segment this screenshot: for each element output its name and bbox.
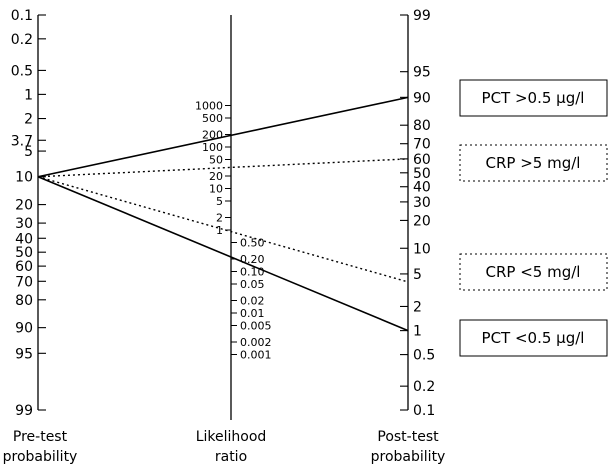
pretest-tick-label: 40 [15,231,33,247]
posttest-tick-label: 10 [413,241,431,257]
series-line-pct-0-5-g-l [37,175,409,332]
lr-tick-label: 2 [216,212,223,225]
lr-tick-label: 5 [216,195,223,208]
posttest-tick-label: 0.1 [413,403,435,419]
lr-tick-label: 50 [209,153,223,166]
posttest-tick-label: 99 [413,8,431,24]
posttest-tick-label: 90 [413,90,431,106]
posttest-tick-label: 50 [413,166,431,182]
lr-tick-label: 500 [202,112,223,125]
posttest-tick-label: 0.5 [413,348,435,364]
pretest-tick-label: 3.7 [11,133,33,149]
lr-tick-label: 0.01 [240,307,265,320]
pretest-tick-label: 0.1 [11,8,33,24]
lr-tick-label: 0.10 [240,266,265,279]
lr-tick-label: 100 [202,141,223,154]
label-box-pct-0-5-g-l [459,319,608,357]
pretest-tick-label: 50 [15,245,33,261]
pretest-tick-label: 0.2 [11,32,33,48]
lr-tick-label: 0.02 [240,295,265,308]
posttest-tick-label: 2 [413,299,422,315]
likelihood-axis-title: Likelihood [196,429,267,445]
posttest-tick-label: 40 [413,180,431,196]
lr-tick-label: 20 [209,170,223,183]
pretest-tick-label: 95 [15,346,33,362]
pretest-tick-label: 5 [24,144,33,160]
label-box-crp-5-mg-l [459,253,608,291]
lr-tick-label: 1 [216,224,223,237]
posttest-axis-title: Post-test [377,429,439,445]
label-box-pct-0-5-g-l [459,79,608,117]
pretest-tick-label: 90 [15,321,33,337]
lr-tick-label: 0.50 [240,236,265,249]
pretest-tick-label: 99 [15,403,33,419]
posttest-axis-title: probability [371,449,446,465]
pretest-tick-label: 2 [24,112,33,128]
pretest-tick-label: 20 [15,198,33,214]
lr-tick-label: 0.005 [240,319,272,332]
posttest-tick-label: 0.2 [413,379,435,395]
pretest-tick-label: 80 [15,293,33,309]
pretest-axis-title: probability [3,449,78,465]
posttest-tick-label: 1 [413,324,422,340]
posttest-tick-label: 70 [413,137,431,153]
posttest-tick-label: 60 [413,152,431,168]
pretest-axis-title: Pre-test [13,429,68,445]
pretest-tick-label: 30 [15,216,33,232]
pretest-tick-label: 70 [15,274,33,290]
posttest-tick-label: 80 [413,118,431,134]
lr-tick-label: 0.20 [240,253,265,266]
series-label: CRP <5 mg/l [486,263,581,281]
pretest-tick-label: 10 [15,170,33,186]
series-label: PCT >0.5 µg/l [482,89,585,107]
series-line-crp-5-mg-l [37,158,409,178]
likelihood-axis-title: ratio [215,449,247,465]
posttest-tick-label: 20 [413,213,431,229]
lr-tick-label: 0.002 [240,336,272,349]
lr-tick-label: 1000 [195,100,223,113]
series-label: CRP >5 mg/l [486,154,581,172]
lr-tick-label: 0.001 [240,349,272,362]
lr-tick-label: 0.05 [240,278,265,291]
series-label: PCT <0.5 µg/l [482,329,585,347]
series-line-pct-0-5-g-l [37,96,409,178]
lr-tick-label: 10 [209,183,223,196]
series-line-crp-5-mg-l [37,176,409,283]
label-box-crp-5-mg-l [459,144,608,182]
pretest-tick-label: 60 [15,259,33,275]
pretest-tick-label: 1 [24,87,33,103]
pretest-tick-label: 0.5 [11,63,33,79]
posttest-tick-label: 95 [413,65,431,81]
posttest-tick-label: 30 [413,195,431,211]
posttest-tick-label: 5 [413,267,422,283]
